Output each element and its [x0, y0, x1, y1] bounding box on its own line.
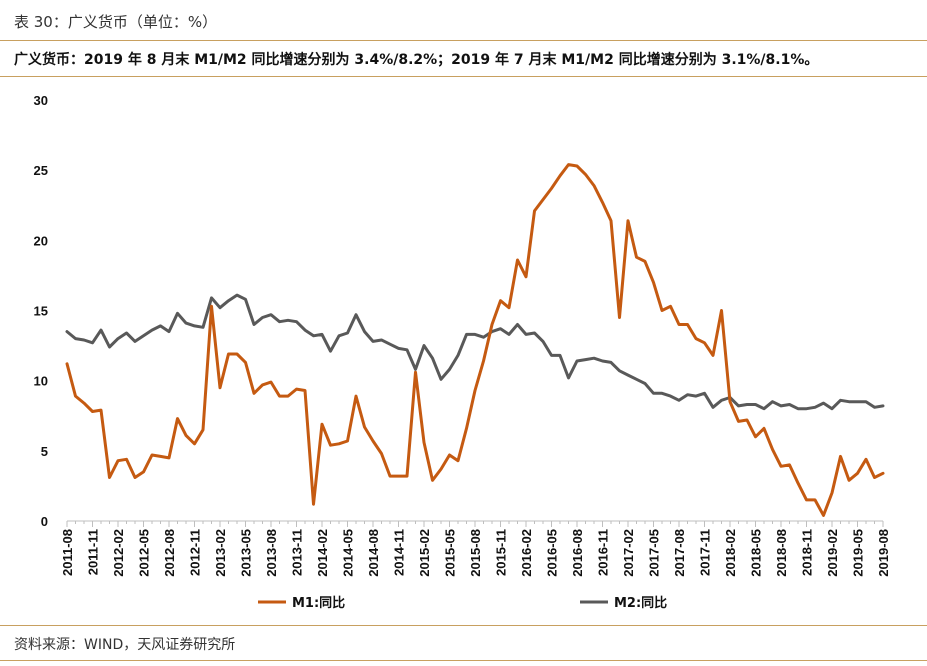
summary-divider [0, 76, 927, 77]
x-tick-label: 2012-08 [162, 529, 177, 577]
line-chart: 0 5 10 15 20 25 30 2011-08 2011-11 2012-02 2012-0… [34, 93, 891, 611]
y-tick-label: 20 [34, 233, 48, 248]
x-tick-label: 2012-02 [111, 529, 126, 577]
x-tick-label: 2012-05 [137, 529, 152, 577]
x-tick-label: 2017-08 [672, 529, 687, 577]
y-tick-label: 15 [34, 304, 48, 319]
x-tick-label: 2019-05 [851, 529, 866, 577]
series-line-m1 [65, 163, 885, 517]
figure-title: 表 30：广义货币（单位：%） [14, 13, 218, 31]
y-tick-label: 10 [34, 374, 48, 389]
y-tick-label: 25 [34, 163, 48, 178]
x-tick-label: 2012-11 [188, 529, 203, 576]
source-note: 资料来源：WIND，天风证券研究所 [14, 637, 236, 653]
x-tick-label: 2018-05 [749, 529, 764, 577]
x-tick-label: 2018-11 [800, 529, 815, 576]
legend: M1:同比 M2:同比 [258, 595, 667, 611]
x-tick-label: 2015-05 [443, 529, 458, 577]
x-tick-label: 2015-11 [494, 529, 509, 576]
x-tick-label: 2017-05 [647, 529, 662, 577]
x-tick-label: 2017-11 [698, 529, 713, 576]
x-tick-label: 2016-05 [545, 529, 560, 577]
x-tick-label: 2019-02 [825, 529, 840, 577]
x-axis: 2011-08 2011-11 2012-02 2012-05 2012-08 2012-… [60, 520, 891, 577]
x-tick-label: 2018-02 [723, 529, 738, 577]
figure-summary: 广义货币：2019 年 8 月末 M1/M2 同比增速分别为 3.4%/8.2%… [14, 52, 819, 68]
y-axis: 0 5 10 15 20 25 30 [34, 93, 48, 529]
title-divider [0, 40, 927, 41]
y-tick-label: 0 [41, 514, 48, 529]
bottom-divider [0, 660, 927, 661]
x-tick-label: 2014-02 [315, 529, 330, 577]
x-tick-label: 2015-02 [417, 529, 432, 577]
x-tick-label: 2011-08 [60, 529, 75, 576]
x-tick-label: 2018-08 [774, 529, 789, 577]
y-tick-label: 5 [41, 444, 48, 459]
x-tick-label: 2013-02 [213, 529, 228, 577]
series-line-m2 [65, 293, 885, 411]
x-tick-label: 2014-05 [341, 529, 356, 577]
y-tick-label: 30 [34, 93, 48, 108]
x-tick-label: 2016-02 [519, 529, 534, 577]
legend-label: M1:同比 [292, 595, 345, 611]
x-tick-label: 2014-08 [366, 529, 381, 577]
x-tick-label: 2016-11 [596, 529, 611, 576]
x-tick-label: 2013-08 [264, 529, 279, 577]
x-tick-label: 2019-08 [876, 529, 891, 577]
x-tick-label: 2017-02 [621, 529, 636, 577]
x-tick-label: 2016-08 [570, 529, 585, 577]
x-tick-label: 2014-11 [392, 529, 407, 576]
series-layer [65, 163, 885, 517]
x-tick-label: 2015-08 [468, 529, 483, 577]
title-bar: 表 30：广义货币（单位：%） [0, 0, 927, 40]
legend-label: M2:同比 [614, 595, 667, 611]
x-tick-label: 2011-11 [86, 529, 101, 575]
x-tick-label: 2013-11 [290, 529, 305, 576]
x-tick-label: 2013-05 [239, 529, 254, 577]
source-divider [0, 625, 927, 626]
